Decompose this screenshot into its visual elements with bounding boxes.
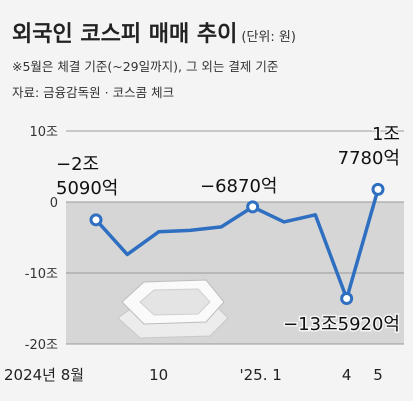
chart-note: ※5월은 체결 기준(~29일까지), 그 외는 결제 기준: [12, 59, 279, 74]
dish-bowl: [139, 288, 211, 316]
x-tick-label-4: 5: [373, 366, 383, 384]
data-point-5: [246, 200, 260, 214]
data-point-0: [89, 213, 103, 227]
dish-illustration: [117, 279, 229, 339]
data-point-9: [371, 182, 385, 196]
x-tick-label-0: 2024년 8월: [4, 366, 84, 384]
y-tick-label-1: 0: [50, 196, 58, 211]
annotation-0-line-1: 5090억: [56, 178, 118, 199]
chart-title: 외국인 코스피 매매 추이 (단위: 원): [12, 16, 296, 48]
annotation-9-line-1: 7780억: [338, 148, 400, 169]
annotation-9-line-0: 1조: [372, 124, 400, 145]
x-tick-label-2: '25. 1: [240, 366, 282, 384]
title-text: 외국인 코스피 매매 추이: [12, 22, 238, 47]
y-tick-label-2: -10조: [25, 267, 58, 282]
unit-label: (단위: 원): [241, 30, 296, 45]
x-tick-label-1: 10: [149, 366, 168, 384]
x-tick-label-3: 4: [342, 366, 352, 384]
y-tick-label-0: 10조: [29, 125, 58, 140]
annotation-8-line-0: −13조5920억: [283, 314, 400, 335]
series-line: [94, 187, 380, 301]
chart-source: 자료: 금융감독원 · 코스콤 체크: [12, 85, 175, 100]
annotation-5-line-0: −6870억: [200, 176, 277, 197]
data-point-8: [340, 292, 354, 306]
y-tick-label-3: -20조: [25, 338, 58, 353]
annotation-0-line-0: −2조: [56, 154, 99, 175]
